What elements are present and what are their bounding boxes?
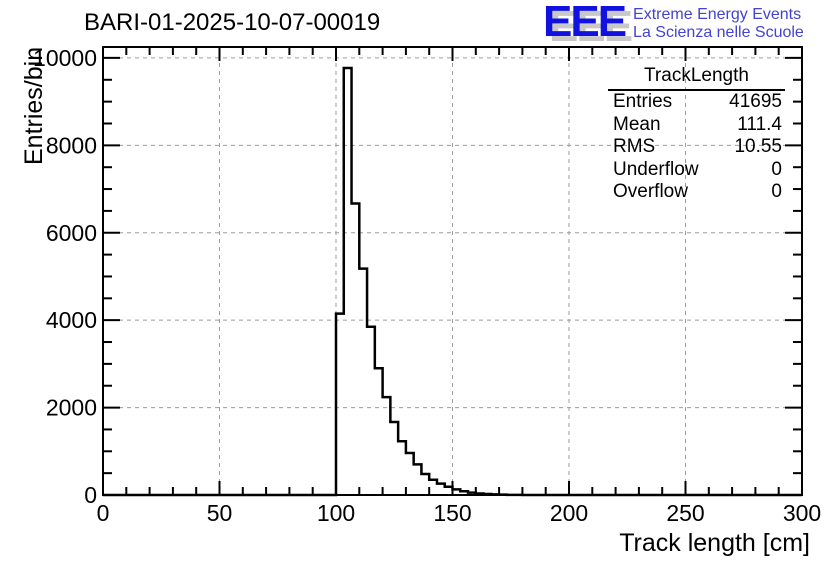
- x-axis-title: Track length [cm]: [619, 529, 810, 557]
- tick-labels: 0 50 100 150 200 250 300 0 2000 4000 6000 8000 10000: [33, 45, 821, 526]
- stats-label: Mean: [613, 113, 661, 135]
- stats-label: Entries: [613, 91, 673, 112]
- histogram-line: [103, 66, 802, 497]
- eee-logo: EEE Extreme Energy Events La Scienza nel…: [543, 0, 804, 46]
- stats-value: 0: [771, 181, 782, 203]
- stats-value: 0: [771, 158, 782, 180]
- stats-value: 111.4: [737, 113, 782, 135]
- stats-row: Underflow 0: [608, 159, 785, 182]
- stats-label: Overflow: [613, 181, 688, 203]
- y-tick-label: 10000: [33, 45, 97, 71]
- plot-title: BARI-01-2025-10-07-00019: [84, 9, 381, 36]
- x-tick-label: 300: [783, 500, 821, 526]
- y-tick-label: 8000: [46, 132, 97, 158]
- x-tick-label: 100: [317, 500, 355, 526]
- stats-title: TrackLength: [608, 64, 785, 91]
- eee-logo-text: EEE: [543, 0, 627, 46]
- stats-value: 10.55: [734, 136, 782, 158]
- gridlines: [103, 47, 802, 495]
- stats-label: Underflow: [613, 158, 699, 180]
- y-tick-label: 2000: [46, 395, 97, 421]
- y-tick-label: 4000: [46, 307, 97, 333]
- stats-row: RMS 10.55: [608, 136, 785, 159]
- eee-logo-subtitle-line2: La Scienza nelle Scuole: [633, 24, 804, 41]
- eee-logo-subtitle-line1: Extreme Energy Events: [633, 6, 802, 23]
- x-tick-label: 150: [433, 500, 471, 526]
- stats-box: TrackLength Entries 41695 Mean 111.4 RMS 10.5…: [608, 64, 785, 204]
- stats-row: Overflow 0: [608, 181, 785, 204]
- x-tick-label: 250: [666, 500, 704, 526]
- plot-frame: [102, 46, 803, 496]
- y-tick-label: 0: [84, 482, 97, 508]
- stats-rows: Entries 41695 Mean 111.4 RMS 10.55 Underflow 0 O…: [608, 91, 785, 204]
- y-axis-title: Entries/bin: [20, 47, 48, 165]
- stats-label: RMS: [613, 136, 656, 158]
- stats-row: Mean 111.4: [608, 114, 785, 137]
- eee-logo-subtitle: Extreme Energy Events La Scienza nelle S…: [633, 2, 804, 42]
- y-tick-label: 6000: [46, 220, 97, 246]
- stats-value: 41695: [729, 91, 782, 112]
- x-tick-label: 50: [207, 500, 233, 526]
- stats-row: Entries 41695: [608, 91, 785, 114]
- x-tick-label: 200: [550, 500, 588, 526]
- x-tick-label: 0: [97, 500, 110, 526]
